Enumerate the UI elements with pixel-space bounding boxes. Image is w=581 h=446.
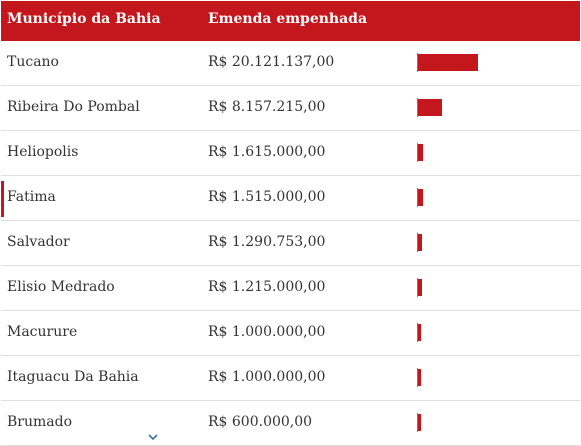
emenda-bar	[418, 54, 478, 71]
municipio-cell: Tucano	[7, 54, 59, 70]
bar-axis	[417, 323, 418, 342]
emenda-cell: R$ 1.515.000,00	[208, 189, 326, 205]
column-header-emenda[interactable]: Emenda empenhada	[208, 11, 368, 27]
table-row[interactable]: Fatima R$ 1.515.000,00	[1, 176, 580, 221]
municipio-cell: Brumado	[7, 414, 73, 430]
bar-axis	[417, 413, 418, 432]
emenda-bar	[418, 144, 423, 161]
emenda-bar	[418, 234, 422, 251]
table-row[interactable]: Brumado R$ 600.000,00	[1, 401, 580, 446]
emenda-cell: R$ 600.000,00	[208, 414, 313, 430]
table-row[interactable]: Itaguacu Da Bahia R$ 1.000.000,00	[1, 356, 580, 401]
municipio-cell: Salvador	[7, 234, 70, 250]
table-row[interactable]: Heliopolis R$ 1.615.000,00	[1, 131, 580, 176]
emenda-bar-track	[417, 231, 577, 253]
emenda-bar	[418, 324, 421, 341]
emenda-bar	[418, 99, 442, 116]
table-body: Tucano R$ 20.121.137,00 Ribeira Do Pombal R…	[1, 41, 580, 446]
emenda-bar-track	[417, 276, 577, 298]
table-row[interactable]: Salvador R$ 1.290.753,00	[1, 221, 580, 266]
emenda-bar	[418, 414, 421, 431]
chevron-down-icon[interactable]	[147, 432, 159, 442]
municipio-cell: Itaguacu Da Bahia	[7, 369, 139, 385]
emenda-bar	[418, 189, 423, 206]
emenda-bar-track	[417, 141, 577, 163]
municipio-cell: Fatima	[7, 189, 56, 205]
emenda-bar-track	[417, 186, 577, 208]
bar-axis	[417, 233, 418, 252]
table-header: Município da Bahia Emenda empenhada	[1, 1, 580, 41]
emenda-cell: R$ 8.157.215,00	[208, 99, 326, 115]
emenda-bar-track	[417, 96, 577, 118]
emenda-cell: R$ 1.000.000,00	[208, 324, 326, 340]
table-row[interactable]: Elisio Medrado R$ 1.215.000,00	[1, 266, 580, 311]
emenda-bar-track	[417, 321, 577, 343]
municipio-cell: Macurure	[7, 324, 78, 340]
municipio-cell: Heliopolis	[7, 144, 79, 160]
bar-axis	[417, 188, 418, 207]
table-row[interactable]: Tucano R$ 20.121.137,00	[1, 41, 580, 86]
emenda-bar-track	[417, 411, 577, 433]
table-row[interactable]: Ribeira Do Pombal R$ 8.157.215,00	[1, 86, 580, 131]
bar-axis	[417, 368, 418, 387]
bar-axis	[417, 53, 418, 72]
emenda-bar-track	[417, 51, 577, 73]
bar-axis	[417, 143, 418, 162]
municipio-cell: Elisio Medrado	[7, 279, 115, 295]
emenda-bar-track	[417, 366, 577, 388]
bar-axis	[417, 278, 418, 297]
emenda-cell: R$ 1.290.753,00	[208, 234, 326, 250]
municipio-cell: Ribeira Do Pombal	[7, 99, 140, 115]
emenda-cell: R$ 1.615.000,00	[208, 144, 326, 160]
table-row[interactable]: Macurure R$ 1.000.000,00	[1, 311, 580, 356]
emenda-cell: R$ 1.215.000,00	[208, 279, 326, 295]
emenda-bar	[418, 279, 422, 296]
emenda-bar	[418, 369, 421, 386]
column-header-municipio[interactable]: Município da Bahia	[7, 11, 161, 27]
bar-axis	[417, 98, 418, 117]
emenda-cell: R$ 1.000.000,00	[208, 369, 326, 385]
emenda-cell: R$ 20.121.137,00	[208, 54, 335, 70]
